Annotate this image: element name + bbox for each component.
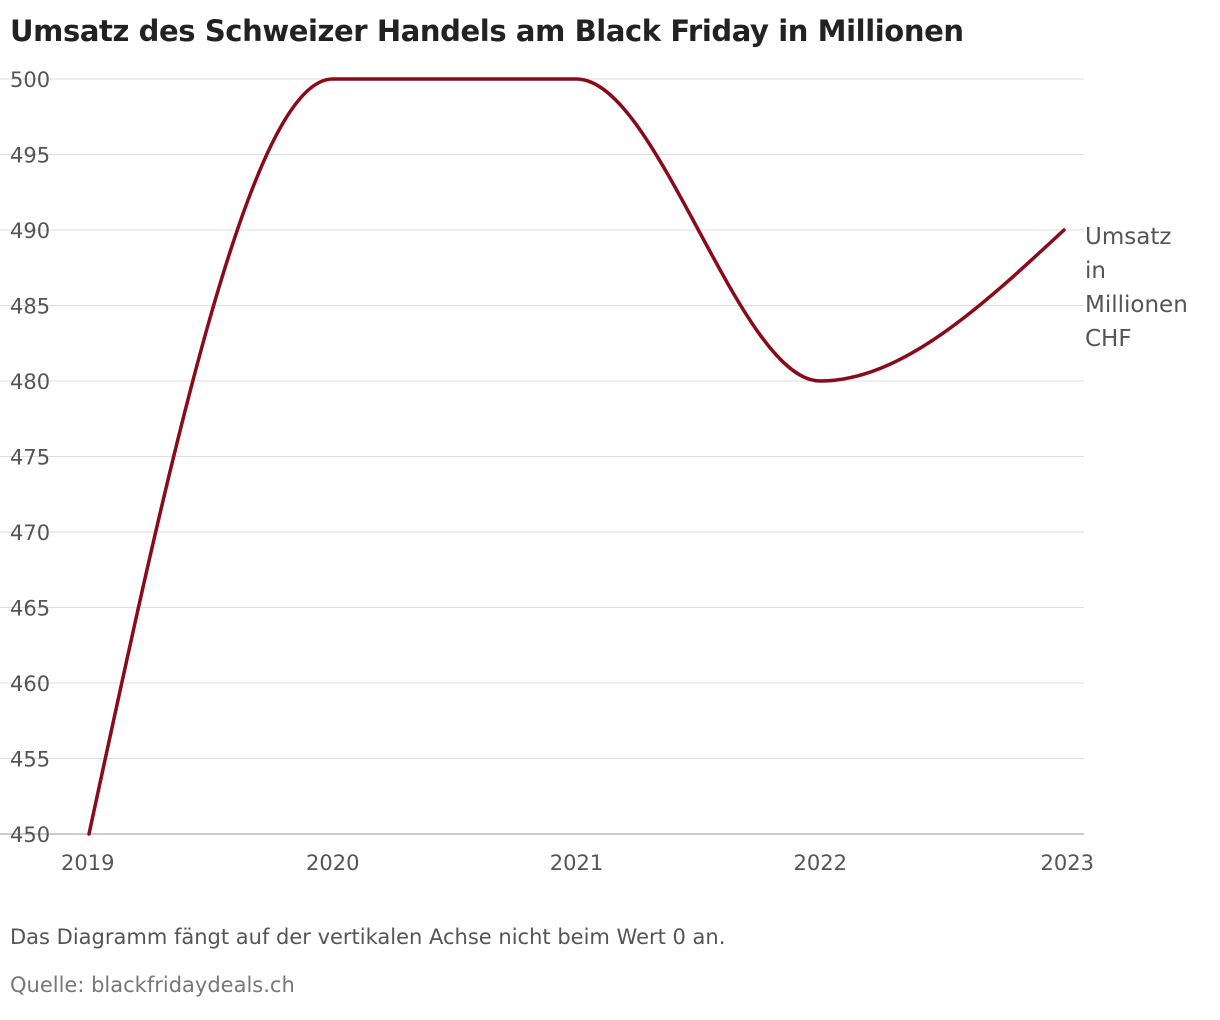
chart-note: Das Diagramm fängt auf der vertikalen Ac…	[10, 925, 726, 949]
y-axis-ticks: 450 455 460 465 470 475 480 485 490 495 500	[10, 68, 50, 847]
x-tick-label: 2020	[306, 851, 359, 875]
y-tick-label: 495	[10, 144, 50, 168]
series-line	[87, 77, 1066, 836]
y-tick-label: 485	[10, 295, 50, 319]
grid-lines	[0, 78, 1084, 835]
series-label: Umsatz in Millionen CHF	[1085, 224, 1188, 352]
chart-title: Umsatz des Schweizer Handels am Black Fr…	[10, 14, 964, 48]
y-tick-label: 460	[10, 672, 50, 696]
y-tick-label: 490	[10, 219, 50, 243]
x-tick-label: 2022	[794, 851, 847, 875]
y-tick-label: 455	[10, 748, 50, 772]
x-axis-ticks: 2019 2020 2021 2022 2023	[61, 851, 1094, 875]
series-lines	[87, 77, 1066, 836]
y-tick-label: 475	[10, 446, 50, 470]
x-tick-label: 2019	[61, 851, 114, 875]
chart-source: Quelle: blackfridaydeals.ch	[10, 973, 295, 997]
y-tick-label: 450	[10, 823, 50, 847]
y-tick-label: 480	[10, 370, 50, 394]
y-tick-label: 500	[10, 68, 50, 92]
series-labels: Umsatz in Millionen CHF	[1085, 224, 1188, 352]
x-tick-label: 2021	[550, 851, 603, 875]
y-tick-label: 465	[10, 597, 50, 621]
y-tick-label: 470	[10, 521, 50, 545]
x-tick-label: 2023	[1041, 851, 1094, 875]
